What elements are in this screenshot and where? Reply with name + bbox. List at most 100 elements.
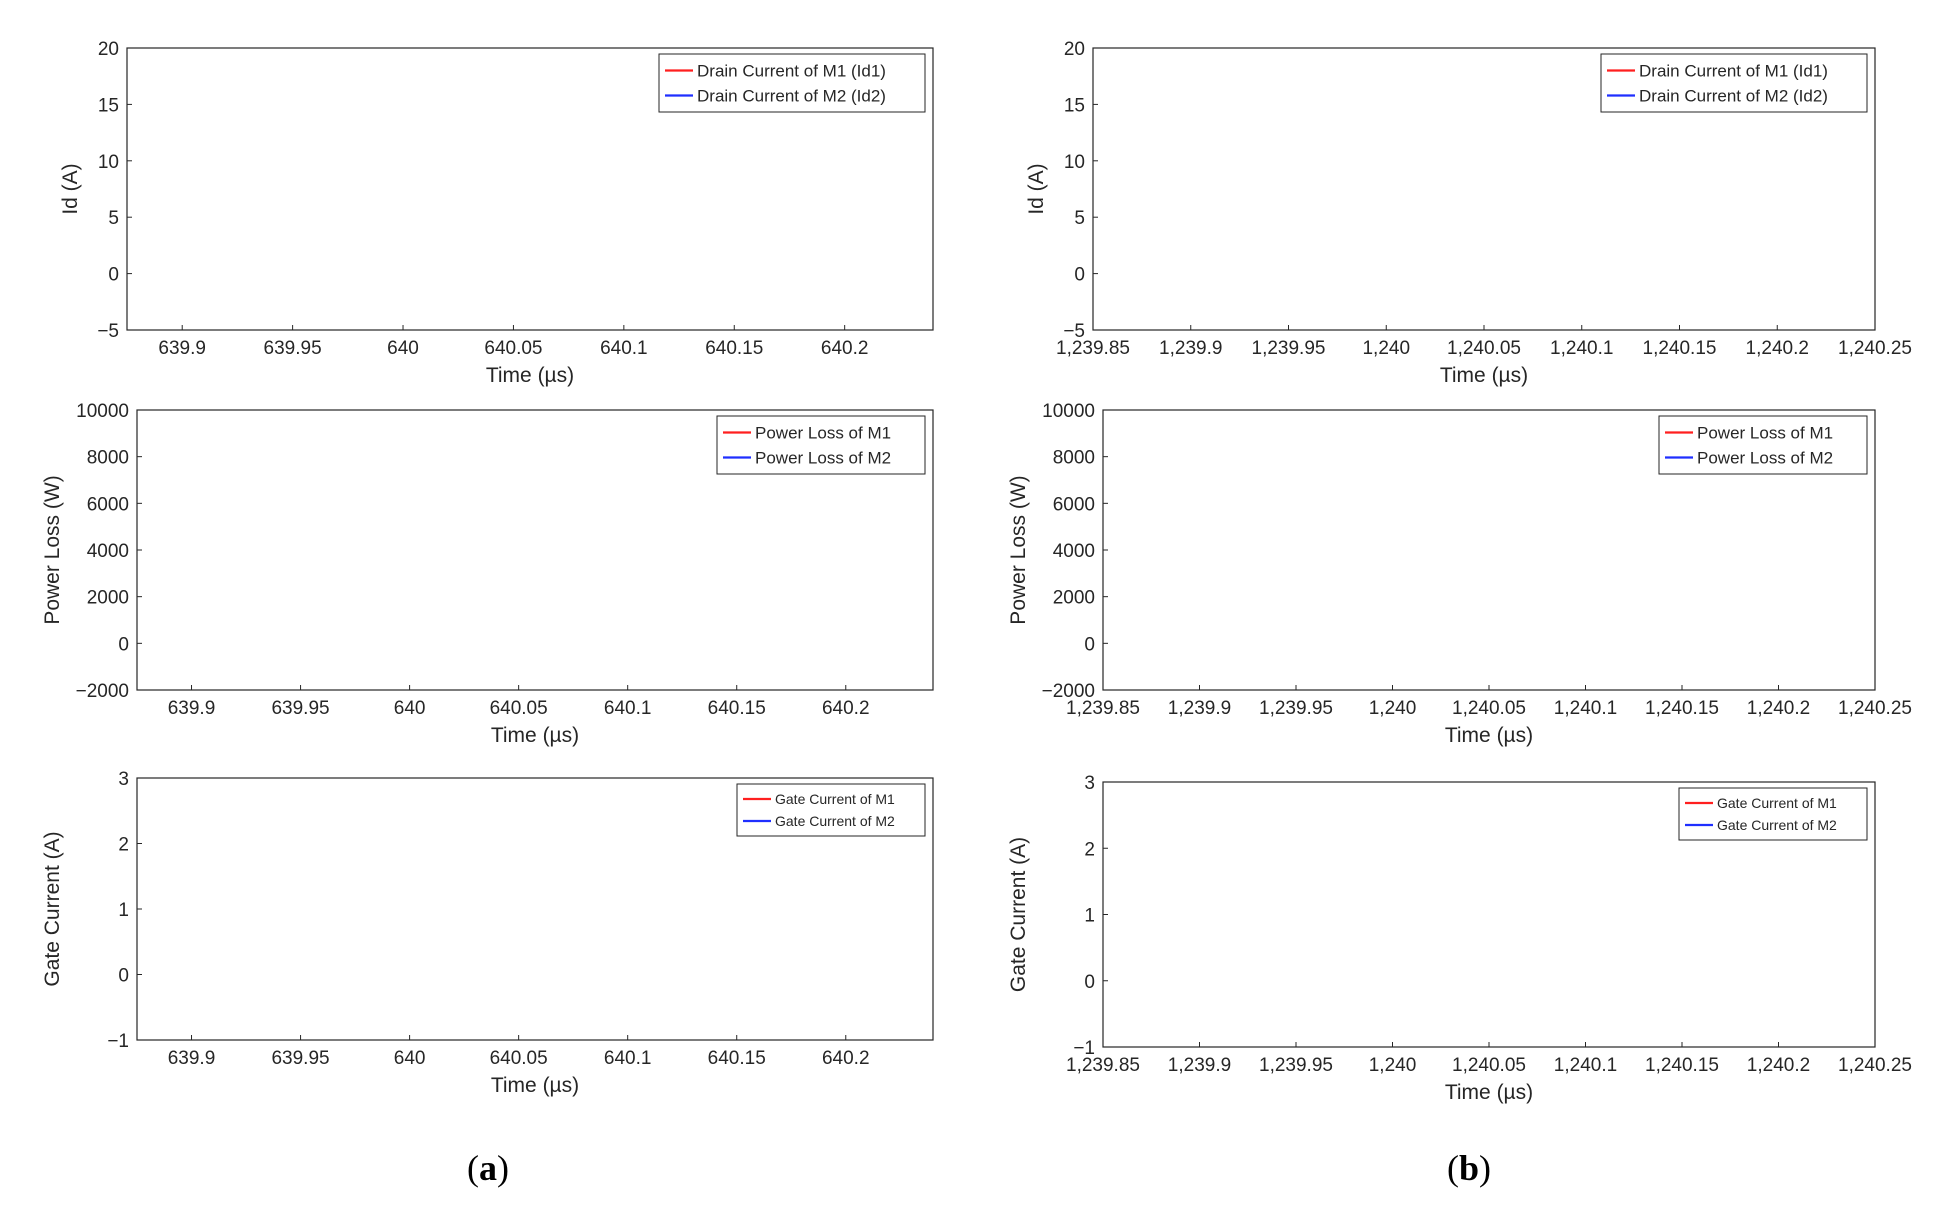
y-tick-label: −1 [107, 1031, 129, 1052]
y-tick-label: 4000 [87, 541, 129, 562]
y-tick-label: 10000 [76, 401, 129, 422]
legend-box [1600, 53, 1868, 113]
y-tick-label: 2 [118, 835, 129, 856]
x-tick-label: 640.1 [600, 338, 648, 359]
x-tick-label: 639.95 [271, 698, 329, 719]
legend-label-m2: Drain Current of M2 (Id2) [697, 87, 886, 106]
y-tick-label: 15 [1064, 95, 1085, 116]
y-tick-label: 0 [1074, 265, 1085, 286]
y-tick-label: −1 [1073, 1038, 1095, 1059]
caption-b-letter: b [1459, 1148, 1479, 1188]
y-tick-label: 0 [108, 265, 119, 286]
y-tick-label: 10000 [1042, 401, 1095, 422]
legend-label-m2: Power Loss of M2 [755, 449, 891, 468]
legend: Power Loss of M1 Power Loss of M2 [1658, 415, 1868, 475]
y-tick-label: 2 [1084, 839, 1095, 860]
y-tick-label: 0 [118, 634, 129, 655]
y-axis-title: Power Loss (W) [1007, 475, 1030, 624]
x-tick-label: 639.9 [158, 338, 206, 359]
x-tick-label: 639.95 [264, 338, 322, 359]
x-tick-label: 639.9 [168, 1048, 216, 1069]
x-tick-label: 1,239.9 [1159, 338, 1222, 359]
x-tick-label: 1,239.95 [1252, 338, 1326, 359]
x-tick-label: 1,239.9 [1168, 1055, 1231, 1076]
y-tick-label: 1 [1084, 906, 1095, 927]
x-axis-title: Time (µs) [1445, 724, 1533, 747]
x-tick-label: 1,240.2 [1747, 698, 1810, 719]
chart-b-pl: 1,239.85 1,239.9 1,239.95 1,240 1,240.05 1,24… [1007, 401, 1912, 747]
y-tick-label: 15 [98, 95, 119, 116]
y-tick-label: −2000 [1042, 681, 1095, 702]
x-tick-label: 640.05 [490, 698, 548, 719]
x-tick-label: 1,240.1 [1554, 698, 1617, 719]
x-tick-label: 1,239.85 [1066, 1055, 1140, 1076]
x-tick-label: 640.2 [822, 1048, 870, 1069]
x-tick-label: 1,240.2 [1747, 1055, 1810, 1076]
x-tick-label: 640.05 [484, 338, 542, 359]
legend-label-m1: Gate Current of M1 [1717, 795, 1837, 811]
x-tick-label: 1,240 [1369, 1055, 1417, 1076]
x-tick-label: 1,239.85 [1066, 698, 1140, 719]
x-tick-label: 1,240.15 [1643, 338, 1717, 359]
y-tick-label: 4000 [1053, 541, 1095, 562]
x-tick-label: 1,240.1 [1550, 338, 1613, 359]
x-tick-label: 640 [394, 698, 426, 719]
x-tick-label: 1,240 [1369, 698, 1417, 719]
legend: Gate Current of M1 Gate Current of M2 [736, 783, 926, 837]
caption-a: (a) [467, 1148, 509, 1188]
legend-box [736, 783, 926, 837]
caption-a-letter: a [479, 1148, 497, 1188]
y-tick-label: 20 [1064, 39, 1085, 60]
y-tick-label: 3 [1084, 773, 1095, 794]
x-tick-label: 1,240.05 [1452, 698, 1526, 719]
y-tick-label: 10 [98, 152, 119, 173]
y-tick-label: 8000 [87, 448, 129, 469]
chart-b-id: 1,239.85 1,239.9 1,239.95 1,240 1,240.05 1,24… [1025, 39, 1912, 387]
legend: Gate Current of M1 Gate Current of M2 [1678, 787, 1868, 841]
caption-a-close: ) [497, 1148, 509, 1188]
x-tick-label: 640.1 [604, 698, 652, 719]
legend: Power Loss of M1 Power Loss of M2 [716, 415, 926, 475]
chart-a-id: 639.9 639.95 640 640.05 640.1 640.15 640.2 −5 0 5… [59, 39, 934, 387]
x-tick-label: 1,239.9 [1168, 698, 1231, 719]
x-tick-label: 1,240.25 [1838, 1055, 1912, 1076]
x-tick-label: 1,240.25 [1838, 698, 1912, 719]
legend-label-m2: Power Loss of M2 [1697, 449, 1833, 468]
y-tick-label: 6000 [87, 494, 129, 515]
x-axis-title: Time (µs) [1440, 364, 1528, 387]
x-axis-title: Time (µs) [1445, 1081, 1533, 1104]
y-tick-label: 1 [118, 900, 129, 921]
caption-b: (b) [1447, 1148, 1491, 1188]
y-tick-label: −5 [97, 321, 119, 342]
y-tick-label: 2000 [87, 588, 129, 609]
caption-a-open: ( [467, 1148, 479, 1188]
legend: Drain Current of M1 (Id1) Drain Current o… [658, 53, 926, 113]
chart-a-pl: 639.9 639.95 640 640.05 640.1 640.15 640.2 −200… [41, 401, 934, 747]
x-tick-label: 640.15 [705, 338, 763, 359]
legend-label-m1: Drain Current of M1 (Id1) [1639, 62, 1828, 81]
y-tick-label: −5 [1063, 321, 1085, 342]
legend-label-m1: Gate Current of M1 [775, 791, 895, 807]
x-tick-label: 1,240.25 [1838, 338, 1912, 359]
y-axis-title: Power Loss (W) [41, 475, 64, 624]
y-axis-title: Gate Current (A) [41, 831, 64, 986]
x-tick-label: 640 [387, 338, 419, 359]
x-tick-label: 640.2 [821, 338, 869, 359]
y-tick-label: 0 [1084, 634, 1095, 655]
y-tick-label: 5 [1074, 208, 1085, 229]
x-tick-label: 1,239.85 [1056, 338, 1130, 359]
y-tick-label: 20 [98, 39, 119, 60]
x-tick-label: 1,240.2 [1746, 338, 1809, 359]
x-axis-title: Time (µs) [491, 724, 579, 747]
legend-box [716, 415, 926, 475]
x-tick-label: 640.15 [708, 1048, 766, 1069]
legend-label-m1: Drain Current of M1 (Id1) [697, 62, 886, 81]
x-axis-title: Time (µs) [486, 364, 574, 387]
x-tick-label: 1,239.95 [1259, 698, 1333, 719]
y-tick-label: 8000 [1053, 448, 1095, 469]
y-axis-title: Gate Current (A) [1007, 837, 1030, 992]
legend-label-m1: Power Loss of M1 [1697, 424, 1833, 443]
y-tick-label: 3 [118, 769, 129, 790]
chart-a-gc: 639.9 639.95 640 640.05 640.1 640.15 640.2 −1 0 1… [41, 769, 934, 1097]
x-tick-label: 1,240.15 [1645, 698, 1719, 719]
